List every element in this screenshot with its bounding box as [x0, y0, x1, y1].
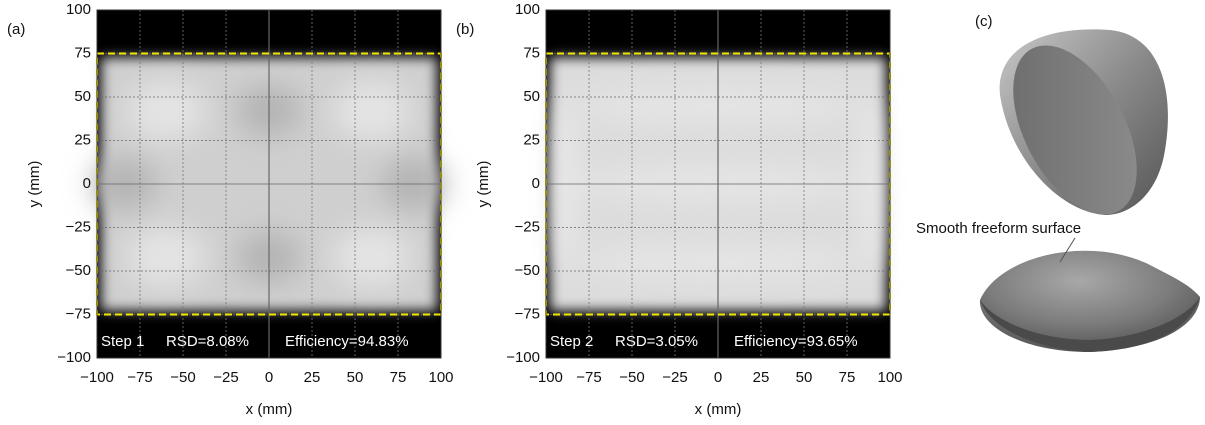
y-axis-label: y (mm): [475, 161, 492, 208]
bright-spot: [332, 227, 413, 288]
x-tick-label: −100: [80, 369, 114, 386]
x-tick-label: −50: [619, 369, 644, 386]
y-tick-label: −50: [66, 262, 91, 279]
y-tick-label: 25: [74, 131, 91, 148]
x-tick-label: 50: [796, 369, 813, 386]
annotation: Efficiency=94.83%: [285, 333, 409, 350]
x-tick-label: 25: [304, 369, 321, 386]
x-tick-label: 25: [753, 369, 770, 386]
y-tick-label: 0: [532, 175, 540, 192]
y-axis-label: y (mm): [26, 161, 43, 208]
bright-spot: [125, 80, 206, 141]
x-tick-label: 100: [877, 369, 902, 386]
x-tick-label: −50: [170, 369, 195, 386]
y-tick-label: −100: [57, 349, 91, 366]
lens-render: [979, 29, 1200, 352]
y-tick-label: 75: [523, 44, 540, 61]
x-tick-label: −100: [529, 369, 563, 386]
y-tick-label: −25: [66, 218, 91, 235]
bright-spot: [332, 80, 413, 141]
y-tick-label: −50: [515, 262, 540, 279]
y-tick-label: −25: [515, 218, 540, 235]
panel-label: (a): [7, 21, 25, 38]
y-tick-label: −75: [515, 305, 540, 322]
annotation: Step 1: [101, 333, 144, 350]
leader-line: [1059, 237, 1076, 263]
x-axis-label: x (mm): [246, 401, 293, 418]
x-tick-label: 75: [839, 369, 856, 386]
y-tick-label: 50: [74, 88, 91, 105]
x-tick-label: −75: [576, 369, 601, 386]
panel-label: (c): [975, 13, 993, 30]
y-tick-label: 0: [83, 175, 91, 192]
annotation: Step 2: [550, 333, 593, 350]
x-tick-label: 75: [390, 369, 407, 386]
x-tick-label: 100: [428, 369, 453, 386]
y-tick-label: 75: [74, 44, 91, 61]
x-tick-label: 0: [714, 369, 722, 386]
map: [92, 9, 446, 359]
y-tick-label: 100: [66, 1, 91, 18]
y-tick-label: 50: [523, 88, 540, 105]
annotation: Smooth freeform surface: [916, 220, 1081, 237]
annotation: RSD=8.08%: [166, 333, 249, 350]
x-tick-label: 50: [347, 369, 364, 386]
lens-rim: [980, 297, 1200, 352]
lens-top-face: [1013, 45, 1137, 215]
bright-spot: [125, 227, 206, 288]
x-tick-label: −25: [213, 369, 238, 386]
panel-label: (b): [456, 21, 474, 38]
x-axis-label: x (mm): [695, 401, 742, 418]
y-tick-label: −75: [66, 305, 91, 322]
annotation: RSD=3.05%: [615, 333, 698, 350]
frame: [545, 9, 891, 359]
y-tick-label: 25: [523, 131, 540, 148]
map: [545, 9, 891, 359]
x-tick-label: 0: [265, 369, 273, 386]
y-tick-label: −100: [506, 349, 540, 366]
frame: [96, 9, 442, 359]
y-tick-label: 100: [515, 1, 540, 18]
lens-dome: [979, 250, 1200, 352]
x-tick-label: −75: [127, 369, 152, 386]
annotation: Efficiency=93.65%: [734, 333, 858, 350]
x-tick-label: −25: [662, 369, 687, 386]
